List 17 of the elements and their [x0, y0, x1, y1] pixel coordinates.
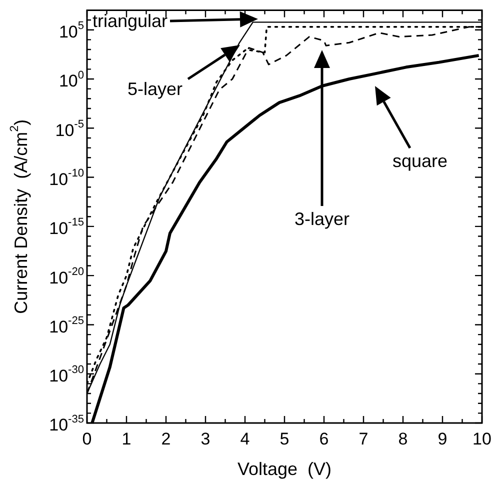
- x-tick-label: 7: [358, 430, 368, 449]
- y-axis-title: Current Density (A/cm2): [8, 119, 31, 314]
- x-tick-label: 0: [82, 430, 92, 449]
- x-tick-label: 8: [398, 430, 408, 449]
- annotation: 5-layer: [127, 78, 183, 99]
- x-tick-label: 9: [438, 430, 448, 449]
- annotation: 3-layer: [294, 208, 350, 229]
- x-tick-label: 10: [472, 430, 492, 449]
- x-tick-label: 2: [161, 430, 171, 449]
- x-tick-label: 4: [240, 430, 250, 449]
- x-tick-label: 6: [319, 430, 329, 449]
- x-axis-title: Voltage (V): [237, 458, 332, 479]
- annotation: square: [392, 150, 448, 171]
- x-tick-label: 5: [280, 430, 290, 449]
- x-tick-label: 3: [200, 430, 210, 449]
- x-tick-label: 1: [122, 430, 132, 449]
- annotation: triangular: [92, 10, 168, 31]
